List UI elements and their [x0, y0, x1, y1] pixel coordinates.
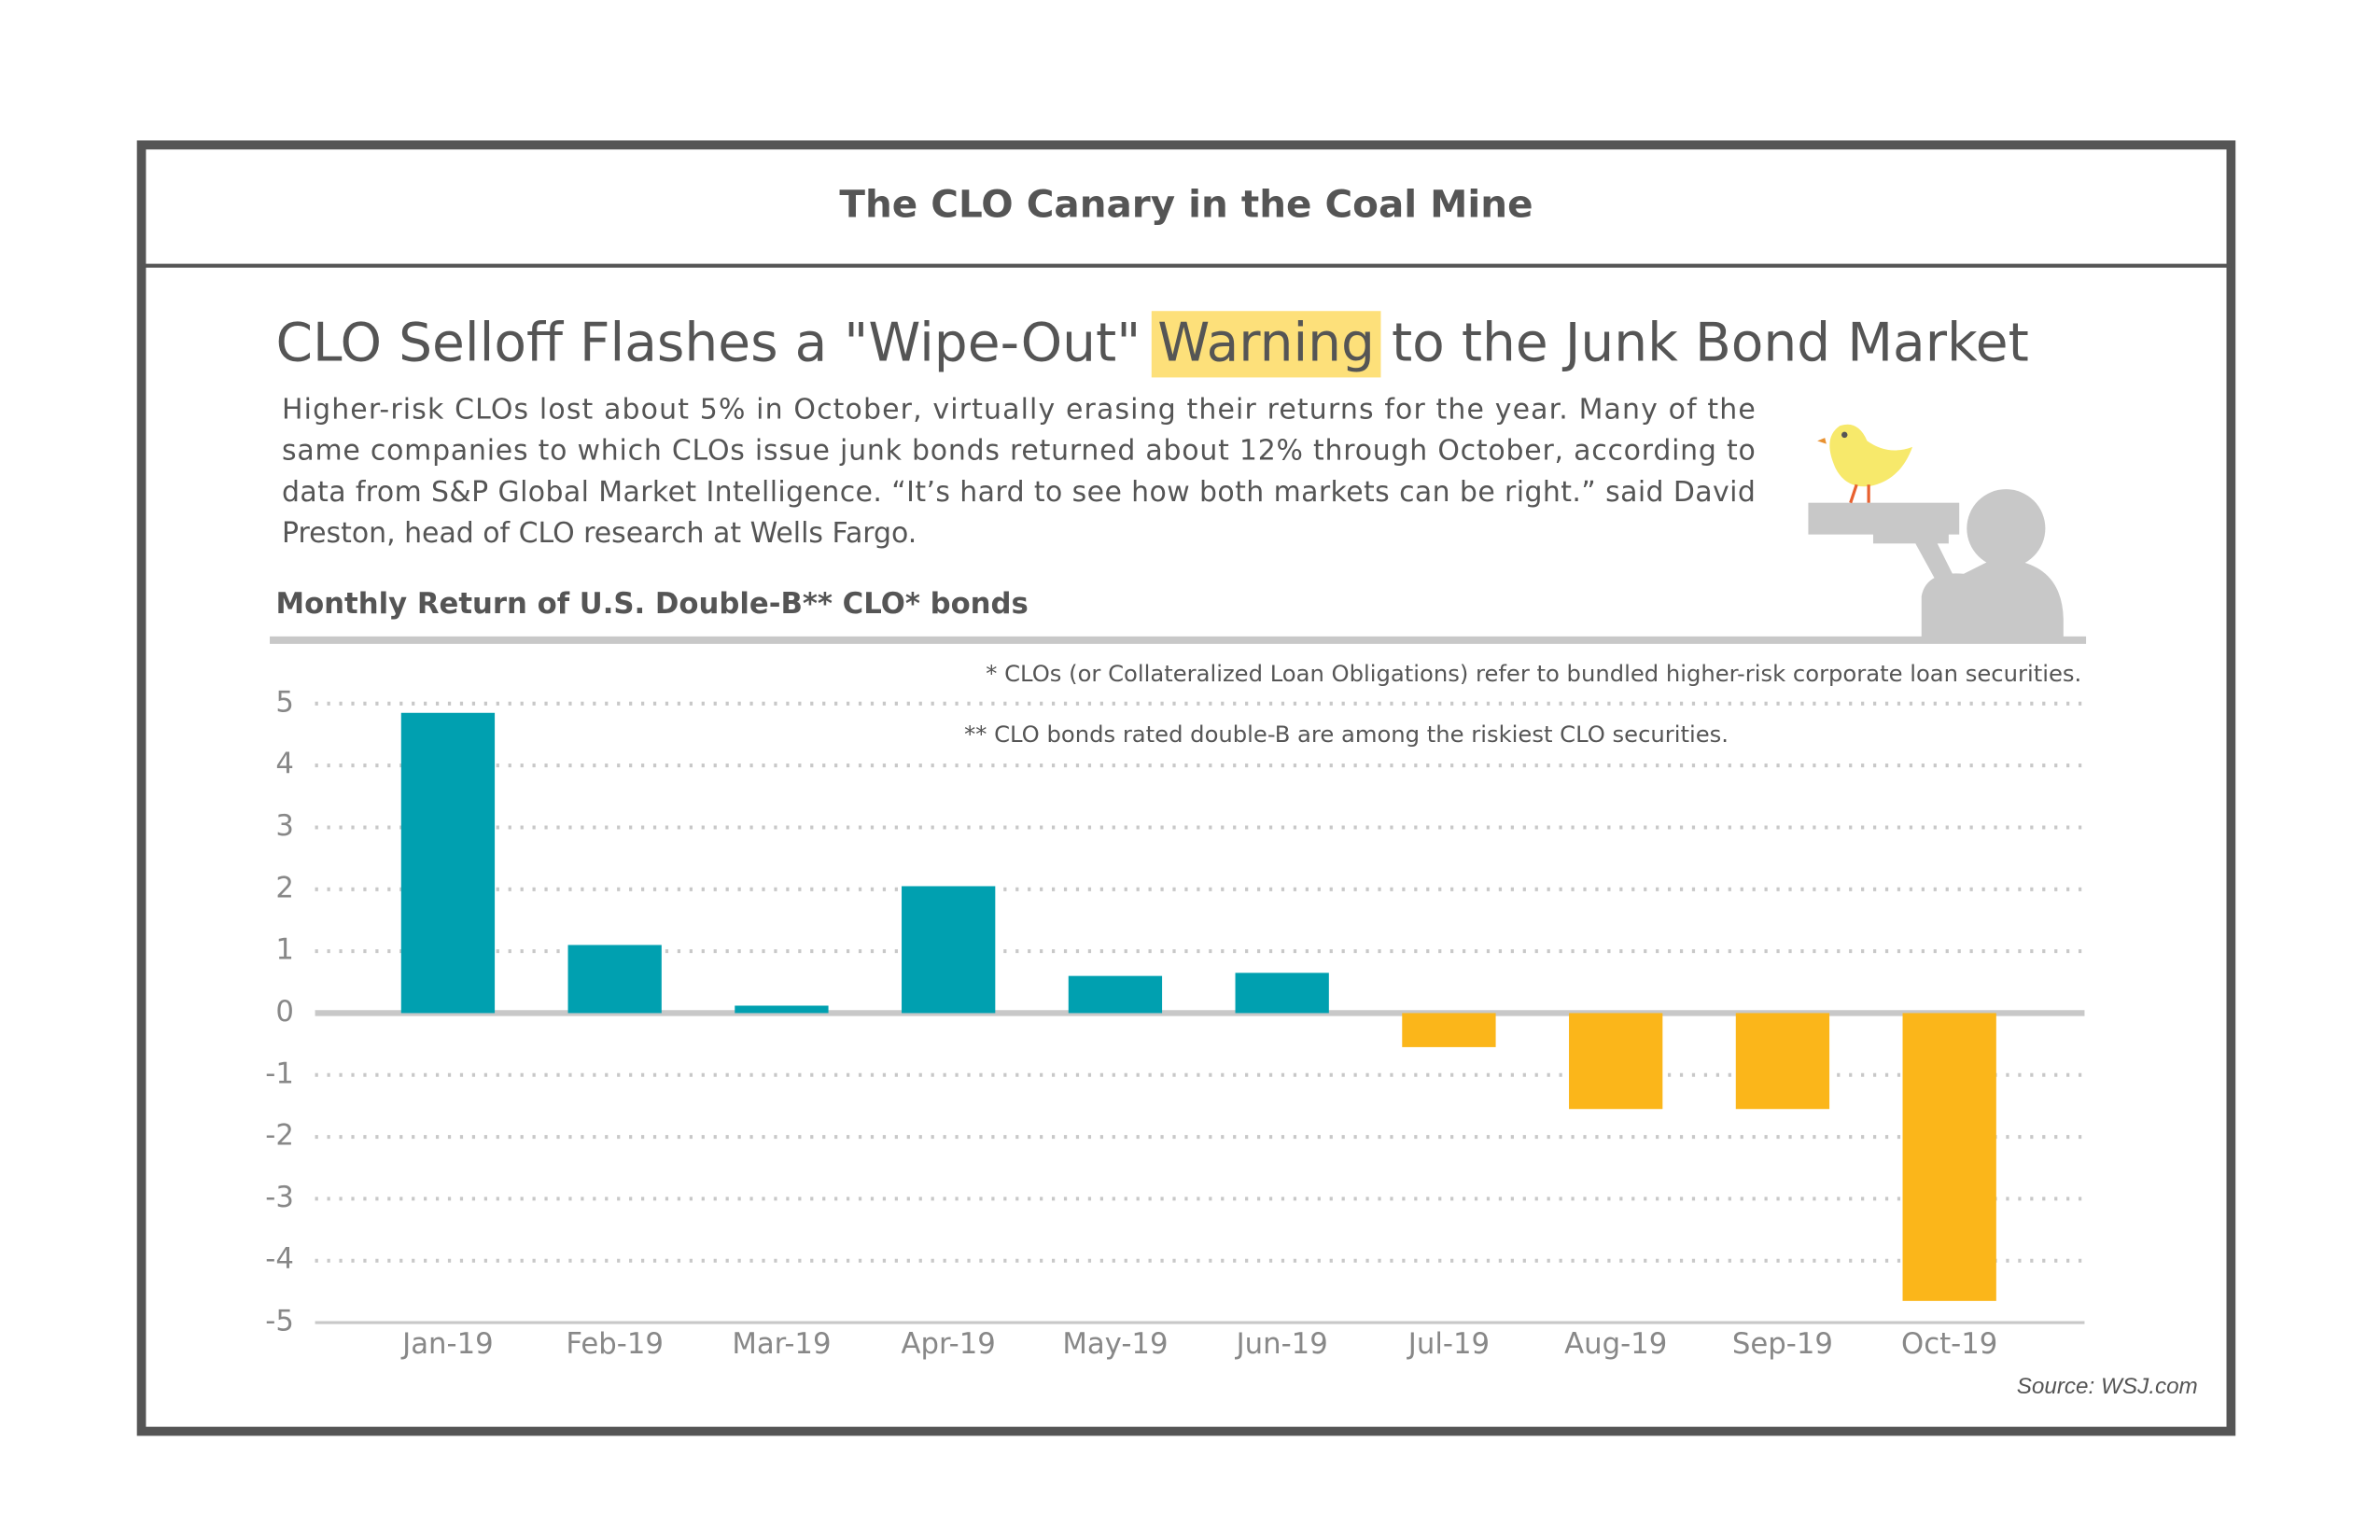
- bar: [735, 1005, 829, 1014]
- description-line: Preston, head of CLO research at Wells F…: [282, 517, 917, 550]
- y-tick-label: 4: [275, 748, 294, 781]
- x-tick-label: Jan-19: [400, 1327, 494, 1361]
- x-tick-label: Mar-19: [732, 1327, 831, 1361]
- description: Higher-risk CLOs lost about 5% in Octobe…: [282, 394, 1756, 550]
- x-tick-label: May-19: [1062, 1327, 1168, 1361]
- y-tick-label: -5: [265, 1305, 294, 1338]
- y-tick-label: 0: [275, 995, 294, 1029]
- y-tick-label: 5: [275, 685, 294, 719]
- y-tick-label: 2: [275, 871, 294, 904]
- page-title: The CLO Canary in the Coal Mine: [839, 182, 1533, 227]
- highlight: [1151, 311, 1381, 378]
- y-tick-label: -1: [265, 1057, 294, 1090]
- headline-text: CLO Selloff Flashes a "Wipe-Out": [276, 312, 1158, 373]
- bar: [1735, 1013, 1830, 1110]
- x-tick-label: Jun-19: [1235, 1327, 1328, 1361]
- description-line: data from S&P Global Market Intelligence…: [282, 476, 1756, 509]
- y-tick-label: -4: [265, 1242, 294, 1276]
- y-tick-label: -3: [265, 1181, 294, 1214]
- bar: [567, 945, 662, 1014]
- plot: 5 4 3 2 1 0 -1 -2 -3 -4 -5 Jan-19 Feb-19 Mar-19 Apr-19…: [265, 685, 2085, 1361]
- source: Source: WSJ.com: [2017, 1374, 2198, 1399]
- headline-highlight: Warning: [1157, 312, 1375, 373]
- x-tick-label: Sep-19: [1732, 1327, 1833, 1361]
- annotation: ** CLO bonds rated double-B are among th…: [964, 721, 1729, 748]
- bar: [1068, 975, 1163, 1014]
- bar: [1235, 973, 1329, 1014]
- bar: [902, 886, 996, 1014]
- x-tick-label: Oct-19: [1901, 1327, 1997, 1361]
- y-tick-label: 1: [275, 933, 294, 967]
- bar: [1402, 1013, 1496, 1047]
- illustration: [1808, 424, 2064, 640]
- annotation: * CLOs (or Collateralized Loan Obligatio…: [986, 660, 2081, 687]
- headline-text: to the Junk Bond Market: [1375, 312, 2029, 373]
- x-tick-label: Feb-19: [566, 1327, 664, 1361]
- x-tick-label: Apr-19: [901, 1327, 995, 1361]
- chart-title: Monthly Return of U.S. Double-B** CLO* b…: [276, 587, 1029, 621]
- headline: CLO Selloff Flashes a "Wipe-Out" Warning…: [276, 312, 2029, 373]
- x-tick-label: Aug-19: [1564, 1327, 1667, 1361]
- bar: [400, 712, 496, 1014]
- x-tick-label: Jul-19: [1407, 1327, 1490, 1361]
- y-tick-label: -2: [265, 1119, 294, 1153]
- description-line: Higher-risk CLOs lost about 5% in Octobe…: [282, 394, 1756, 427]
- bar: [1569, 1013, 1663, 1110]
- bar: [1902, 1013, 1996, 1301]
- description-line: same companies to which CLOs issue junk …: [282, 435, 1756, 468]
- y-tick-label: 3: [275, 809, 294, 843]
